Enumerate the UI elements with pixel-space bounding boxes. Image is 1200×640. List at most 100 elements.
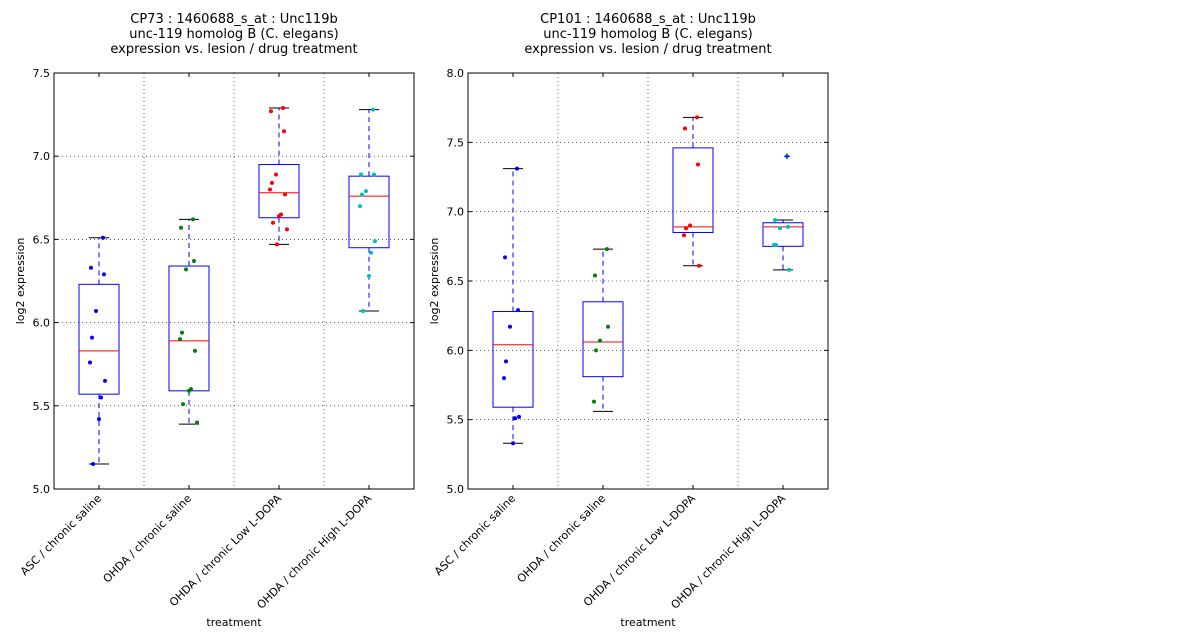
data-point <box>187 388 191 393</box>
box-4 <box>762 153 804 272</box>
data-point <box>515 166 519 171</box>
y-tick-label: 7.0 <box>447 206 465 219</box>
data-point <box>517 414 521 419</box>
data-point <box>684 226 688 231</box>
data-point <box>592 399 596 404</box>
data-point <box>367 274 371 279</box>
data-point <box>361 308 365 313</box>
y-tick-label: 5.0 <box>33 483 51 496</box>
box-3 <box>672 115 714 268</box>
outlier-marker <box>784 153 790 160</box>
data-point <box>181 402 185 407</box>
y-tick-label: 5.5 <box>447 414 465 427</box>
data-point <box>516 308 520 313</box>
data-point <box>697 263 701 268</box>
box-2 <box>582 247 624 412</box>
data-point <box>606 324 610 329</box>
chart-title-line: expression vs. lesion / drug treatment <box>524 42 771 57</box>
data-point <box>373 239 377 244</box>
data-point <box>594 348 598 353</box>
y-tick-label: 6.0 <box>447 344 465 357</box>
data-point <box>103 378 107 383</box>
data-point <box>285 227 289 232</box>
data-point <box>184 267 188 272</box>
box-iqr <box>258 164 300 219</box>
chart-title-line: expression vs. lesion / drug treatment <box>110 42 357 57</box>
box-1 <box>492 166 534 446</box>
data-point <box>102 272 106 277</box>
y-tick-label: 7.5 <box>447 136 465 149</box>
data-point <box>271 220 275 225</box>
box-1 <box>78 235 120 467</box>
box-iqr <box>78 283 120 395</box>
data-point <box>90 335 94 340</box>
y-tick-label: 6.0 <box>33 317 51 330</box>
data-point <box>502 376 506 381</box>
data-point <box>371 107 375 112</box>
data-point <box>696 162 700 167</box>
box-4 <box>348 107 390 313</box>
y-tick-label: 5.0 <box>447 483 465 496</box>
data-point <box>773 217 777 222</box>
y-tick-label: 7.5 <box>33 67 51 80</box>
data-point <box>269 109 273 114</box>
box-iqr <box>582 301 624 378</box>
data-point <box>281 105 285 110</box>
data-point <box>274 172 278 177</box>
plot-frame <box>53 72 415 490</box>
data-point <box>364 189 368 194</box>
data-point <box>511 441 515 446</box>
data-point <box>372 172 376 177</box>
data-point <box>89 265 93 270</box>
data-point <box>778 226 782 231</box>
data-point <box>786 224 790 229</box>
box-iqr <box>348 175 390 249</box>
x-tick-label: ASC / chronic saline <box>18 492 104 578</box>
y-axis-label: log2 expression <box>14 238 27 325</box>
box-3 <box>258 105 300 247</box>
chart-title-line: CP73 : 1460688_s_at : Unc119b <box>130 12 337 27</box>
data-point <box>91 462 95 467</box>
data-point <box>178 337 182 342</box>
y-tick-label: 6.5 <box>447 275 465 288</box>
box-iqr <box>762 222 804 247</box>
chart-title-line: CP101 : 1460688_s_at : Unc119b <box>540 12 756 27</box>
data-point <box>97 417 101 422</box>
data-point <box>193 348 197 353</box>
box-2 <box>168 217 210 425</box>
x-tick-label: OHDA / chronic saline <box>101 492 195 586</box>
data-point <box>504 359 508 364</box>
data-point <box>180 330 184 335</box>
data-point <box>88 360 92 365</box>
data-point <box>369 250 373 255</box>
data-point <box>283 192 287 197</box>
data-point <box>195 420 199 425</box>
data-point <box>275 242 279 247</box>
data-point <box>358 204 362 209</box>
data-point <box>191 217 195 222</box>
data-point <box>593 273 597 278</box>
data-point <box>682 233 686 238</box>
data-point <box>787 267 791 272</box>
x-axis-label: treatment <box>620 616 676 629</box>
data-point <box>695 115 699 120</box>
data-point <box>359 172 363 177</box>
data-point <box>268 187 272 192</box>
data-point <box>772 242 776 247</box>
x-tick-label: ASC / chronic saline <box>432 492 518 578</box>
y-axis-label: log2 expression <box>428 238 441 325</box>
box-iqr <box>672 147 714 233</box>
data-point <box>179 225 183 230</box>
data-point <box>192 259 196 264</box>
data-point <box>101 235 105 240</box>
y-tick-label: 5.5 <box>33 400 51 413</box>
chart-title-line: unc-119 homolog B (C. elegans) <box>129 27 338 42</box>
data-point <box>282 129 286 134</box>
data-point <box>598 338 602 343</box>
data-point <box>683 126 687 131</box>
data-point <box>503 255 507 260</box>
data-point <box>99 395 103 400</box>
